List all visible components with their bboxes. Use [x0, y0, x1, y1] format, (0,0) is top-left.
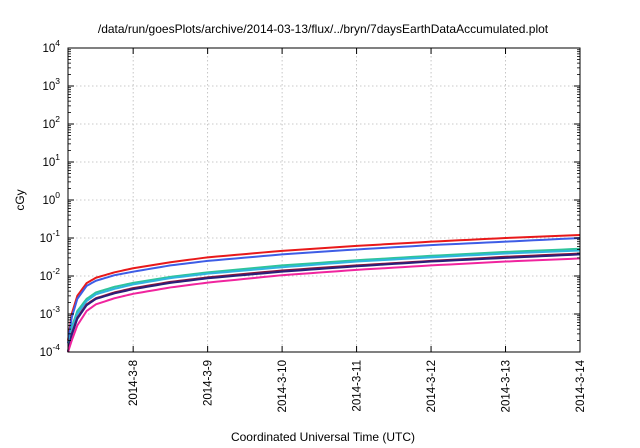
x-tick-label: 2014-3-11 [352, 360, 364, 412]
series-line [67, 257, 581, 353]
series-line [67, 249, 581, 353]
series-line [67, 237, 581, 344]
series-line [67, 247, 581, 353]
axis-ticks: 10-4 10-3 10-2 10-1 100 101 102 103 104 2014-3-8 2… [40, 38, 587, 412]
y-tick-label: 10-1 [40, 228, 61, 245]
series-lines [67, 233, 581, 353]
x-tick-label: 2014-3-13 [501, 360, 513, 412]
series-line [67, 233, 581, 341]
x-tick-label: 2014-3-12 [426, 360, 438, 412]
x-axis-label: Coordinated Universal Time (UTC) [231, 430, 415, 444]
y-tick-label: 100 [42, 190, 60, 207]
series-line [67, 253, 581, 353]
y-tick-label: 102 [42, 114, 60, 131]
y-tick-label: 103 [42, 76, 60, 93]
x-tick-label: 2014-3-8 [128, 360, 140, 406]
x-tick-label: 2014-3-10 [277, 360, 289, 412]
x-tick-label: 2014-3-14 [575, 359, 587, 412]
y-tick-label: 10-4 [40, 342, 61, 359]
y-tick-label: 10-3 [40, 304, 61, 321]
x-tick-label: 2014-3-9 [203, 360, 215, 406]
chart-title: /data/run/goesPlots/archive/2014-03-13/f… [98, 22, 549, 36]
y-tick-label: 104 [42, 38, 60, 55]
y-tick-label: 101 [42, 152, 60, 169]
y-tick-label: 10-2 [40, 266, 61, 283]
grid [68, 48, 580, 352]
y-axis-label: cGy [13, 189, 27, 210]
